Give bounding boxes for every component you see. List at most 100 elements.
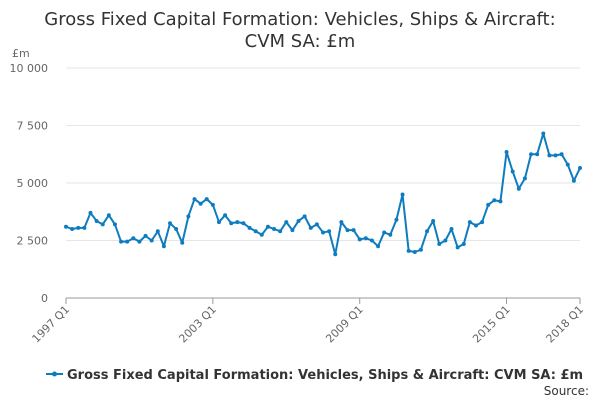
data-point[interactable]: [94, 218, 99, 223]
legend[interactable]: Gross Fixed Capital Formation: Vehicles,…: [46, 368, 583, 383]
data-point[interactable]: [125, 239, 130, 244]
data-point[interactable]: [541, 131, 546, 136]
data-point[interactable]: [376, 244, 381, 249]
y-axis-ticks: 0 2 500 5 000 7 500 10 000: [10, 62, 49, 305]
data-point[interactable]: [357, 237, 362, 242]
data-point[interactable]: [363, 236, 368, 241]
data-point[interactable]: [259, 232, 264, 237]
data-point[interactable]: [425, 229, 430, 234]
data-point[interactable]: [223, 213, 228, 218]
data-point[interactable]: [174, 227, 179, 231]
data-point[interactable]: [455, 245, 460, 250]
data-point[interactable]: [449, 227, 454, 231]
gridlines: [66, 67, 580, 241]
series-line: [65, 132, 581, 256]
data-point[interactable]: [70, 227, 75, 231]
data-point[interactable]: [382, 230, 387, 235]
data-point[interactable]: [272, 227, 277, 231]
data-point[interactable]: [437, 241, 442, 246]
data-point[interactable]: [529, 152, 534, 157]
data-point[interactable]: [339, 220, 344, 225]
data-point[interactable]: [204, 197, 209, 202]
data-point[interactable]: [247, 225, 252, 230]
data-point[interactable]: [571, 178, 576, 183]
data-point[interactable]: [535, 152, 540, 157]
data-point[interactable]: [559, 152, 564, 157]
x-tick-label: 2003 Q1: [176, 303, 219, 346]
data-point[interactable]: [112, 222, 117, 227]
data-point[interactable]: [229, 221, 234, 226]
legend-marker-swatch: [52, 371, 57, 377]
data-point[interactable]: [88, 210, 93, 215]
data-point[interactable]: [106, 213, 111, 218]
data-point[interactable]: [345, 228, 350, 233]
data-point[interactable]: [321, 230, 325, 235]
data-point[interactable]: [296, 218, 301, 223]
data-point[interactable]: [431, 218, 436, 223]
data-point[interactable]: [333, 252, 338, 257]
data-point[interactable]: [578, 166, 582, 171]
data-point[interactable]: [143, 233, 148, 238]
data-point[interactable]: [327, 229, 332, 234]
data-point[interactable]: [302, 214, 307, 219]
y-tick-label: 2 500: [17, 235, 49, 248]
data-point[interactable]: [253, 229, 258, 234]
data-point[interactable]: [155, 229, 160, 234]
data-point[interactable]: [131, 236, 136, 241]
data-point[interactable]: [192, 197, 197, 202]
data-point[interactable]: [265, 224, 270, 229]
data-point[interactable]: [473, 223, 478, 228]
data-point[interactable]: [406, 248, 411, 253]
data-point[interactable]: [149, 238, 154, 243]
data-point[interactable]: [516, 186, 521, 191]
data-point[interactable]: [82, 225, 87, 230]
data-point[interactable]: [241, 221, 246, 226]
data-point[interactable]: [547, 153, 552, 158]
data-point[interactable]: [186, 214, 191, 219]
x-tick-label: 2018 Q1: [544, 303, 587, 346]
data-point[interactable]: [168, 221, 173, 226]
data-point[interactable]: [412, 250, 417, 254]
x-tick-label: 1997 Q1: [30, 303, 73, 346]
data-point[interactable]: [510, 169, 515, 174]
data-point[interactable]: [76, 225, 81, 230]
data-point[interactable]: [351, 228, 356, 233]
data-point[interactable]: [553, 153, 558, 158]
data-point[interactable]: [394, 217, 399, 222]
data-point[interactable]: [64, 224, 68, 229]
source-label: Source:: [544, 384, 589, 398]
data-point[interactable]: [100, 222, 105, 227]
data-point[interactable]: [522, 176, 527, 181]
data-point[interactable]: [235, 220, 240, 225]
data-point[interactable]: [137, 239, 142, 244]
data-point[interactable]: [492, 198, 497, 203]
data-point[interactable]: [180, 240, 185, 245]
data-point[interactable]: [467, 220, 472, 225]
data-point[interactable]: [498, 199, 503, 204]
data-point[interactable]: [290, 228, 295, 233]
data-point[interactable]: [198, 201, 203, 206]
data-point[interactable]: [388, 232, 393, 237]
data-point[interactable]: [210, 202, 215, 207]
data-point[interactable]: [216, 220, 221, 225]
data-point[interactable]: [284, 220, 289, 225]
data-point[interactable]: [308, 225, 313, 230]
data-point[interactable]: [504, 149, 509, 154]
data-point[interactable]: [278, 229, 283, 234]
data-point[interactable]: [486, 202, 491, 207]
data-point[interactable]: [480, 220, 485, 225]
data-point[interactable]: [443, 238, 448, 243]
data-point[interactable]: [369, 238, 374, 243]
data-point[interactable]: [161, 244, 166, 249]
data-point[interactable]: [461, 241, 466, 246]
chart-title-line-2: CVM SA: £m: [245, 31, 356, 52]
data-point[interactable]: [119, 239, 124, 244]
y-tick-label: 10 000: [10, 62, 49, 75]
data-point[interactable]: [314, 222, 319, 227]
data-point[interactable]: [565, 162, 570, 167]
y-tick-label: 7 500: [17, 120, 49, 133]
x-axis-ticks: 1997 Q1 2003 Q1 2009 Q1 2015 Q1 2018 Q1: [30, 298, 587, 346]
data-point[interactable]: [418, 247, 423, 252]
data-point[interactable]: [400, 192, 405, 197]
